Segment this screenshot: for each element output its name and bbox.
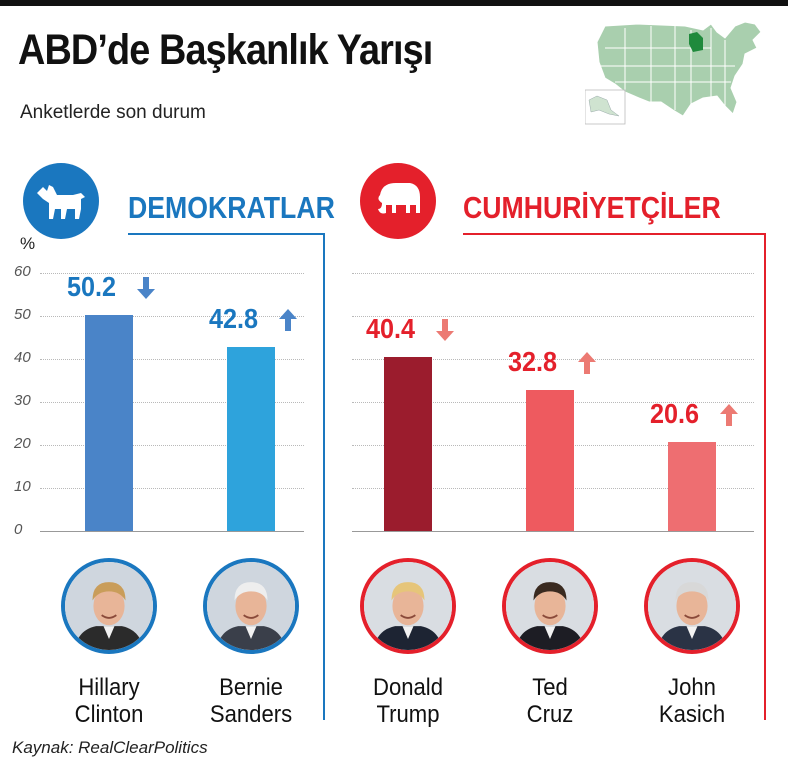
- avatar-kasich: [644, 558, 740, 654]
- elephant-icon: [360, 163, 436, 239]
- page-title: ABD’de Başkanlık Yarışı: [18, 26, 433, 74]
- x-axis-baseline: [40, 531, 304, 532]
- bar-trump: [384, 357, 432, 531]
- republicans-label: CUMHURİYETÇİLER: [463, 190, 721, 225]
- dem-gridline: [40, 316, 304, 317]
- top-bar: [0, 0, 788, 6]
- democrats-frame-side: [323, 233, 325, 720]
- democrats-frame-top: [128, 233, 325, 235]
- y-tick-label: 40: [14, 349, 31, 366]
- candidate-last-name: Clinton: [74, 701, 144, 728]
- arrow-up-icon: [578, 351, 596, 374]
- candidate-first-name: Bernie: [219, 674, 283, 701]
- avatar-cruz: [502, 558, 598, 654]
- donkey-icon: [23, 163, 99, 239]
- candidate-name-cruz: Ted Cruz: [490, 674, 610, 728]
- bar-kasich: [668, 442, 716, 531]
- value-label-kasich: 20.6: [650, 398, 700, 430]
- y-tick-label: 20: [14, 435, 31, 452]
- candidate-last-name: Kasich: [658, 701, 726, 728]
- dem-gridline: [40, 402, 304, 403]
- candidate-last-name: Sanders: [209, 701, 293, 728]
- page-subtitle: Anketlerde son durum: [20, 102, 206, 123]
- y-tick-label: 30: [14, 392, 31, 409]
- candidate-last-name: Trump: [376, 701, 440, 728]
- candidate-name-trump: Donald Trump: [348, 674, 468, 728]
- republicans-frame-top: [463, 233, 766, 235]
- dem-gridline: [40, 445, 304, 446]
- rep-gridline: [352, 273, 754, 274]
- bar-sanders: [227, 346, 275, 531]
- republicans-frame-side: [764, 233, 766, 720]
- arrow-up-icon: [720, 404, 738, 427]
- bar-cruz: [526, 389, 574, 531]
- candidate-first-name: Donald: [373, 674, 443, 701]
- candidate-name-sanders: Bernie Sanders: [191, 674, 311, 728]
- y-tick-label: 50: [14, 306, 31, 323]
- rep-gridline: [352, 359, 754, 360]
- arrow-down-icon: [137, 277, 155, 300]
- candidate-name-clinton: Hillary Clinton: [49, 674, 169, 728]
- dem-gridline: [40, 273, 304, 274]
- arrow-up-icon: [279, 308, 297, 331]
- us-map-icon: [585, 21, 762, 125]
- y-tick-label: 60: [14, 263, 31, 280]
- value-label-cruz: 32.8: [508, 345, 558, 377]
- source-note: Kaynak: RealClearPolitics: [12, 738, 208, 757]
- candidate-first-name: Hillary: [78, 674, 140, 701]
- y-axis-unit: %: [20, 234, 36, 253]
- value-label-sanders: 42.8: [209, 302, 259, 334]
- dem-gridline: [40, 488, 304, 489]
- arrow-down-icon: [436, 319, 454, 342]
- candidate-first-name: Ted: [532, 674, 568, 701]
- dem-gridline: [40, 359, 304, 360]
- avatar-trump: [360, 558, 456, 654]
- value-label-clinton: 50.2: [67, 271, 117, 303]
- avatar-clinton: [61, 558, 157, 654]
- bar-clinton: [85, 315, 133, 531]
- avatar-sanders: [203, 558, 299, 654]
- candidate-name-kasich: John Kasich: [632, 674, 752, 728]
- candidate-last-name: Cruz: [526, 701, 574, 728]
- y-tick-label: 0: [14, 521, 23, 538]
- value-label-trump: 40.4: [366, 313, 416, 345]
- y-tick-label: 10: [14, 478, 31, 495]
- x-axis-baseline: [352, 531, 754, 532]
- candidate-first-name: John: [668, 674, 716, 701]
- democrats-label: DEMOKRATLAR: [128, 190, 335, 225]
- rep-gridline: [352, 316, 754, 317]
- wisconsin-highlight: [689, 32, 703, 52]
